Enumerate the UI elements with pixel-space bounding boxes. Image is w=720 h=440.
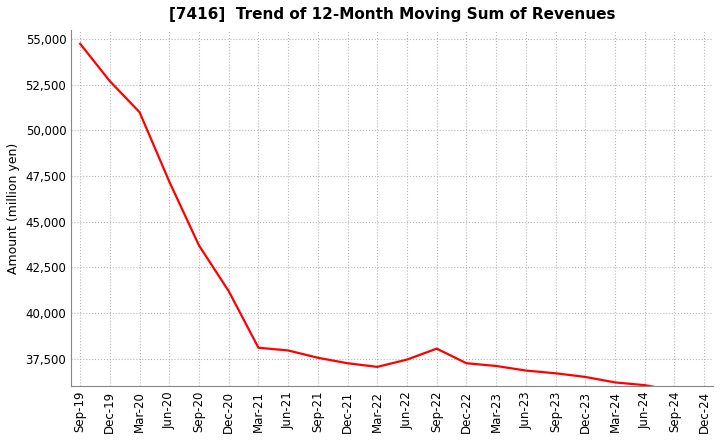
Title: [7416]  Trend of 12-Month Moving Sum of Revenues: [7416] Trend of 12-Month Moving Sum of R… bbox=[169, 7, 616, 22]
Y-axis label: Amount (million yen): Amount (million yen) bbox=[7, 143, 20, 274]
